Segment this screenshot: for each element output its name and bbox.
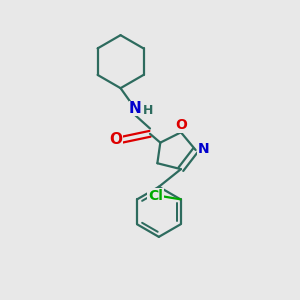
Text: N: N [129,101,142,116]
Text: H: H [142,104,153,117]
Text: Cl: Cl [148,189,163,203]
Text: O: O [109,132,122,147]
Text: O: O [176,118,188,132]
Text: N: N [198,142,210,155]
